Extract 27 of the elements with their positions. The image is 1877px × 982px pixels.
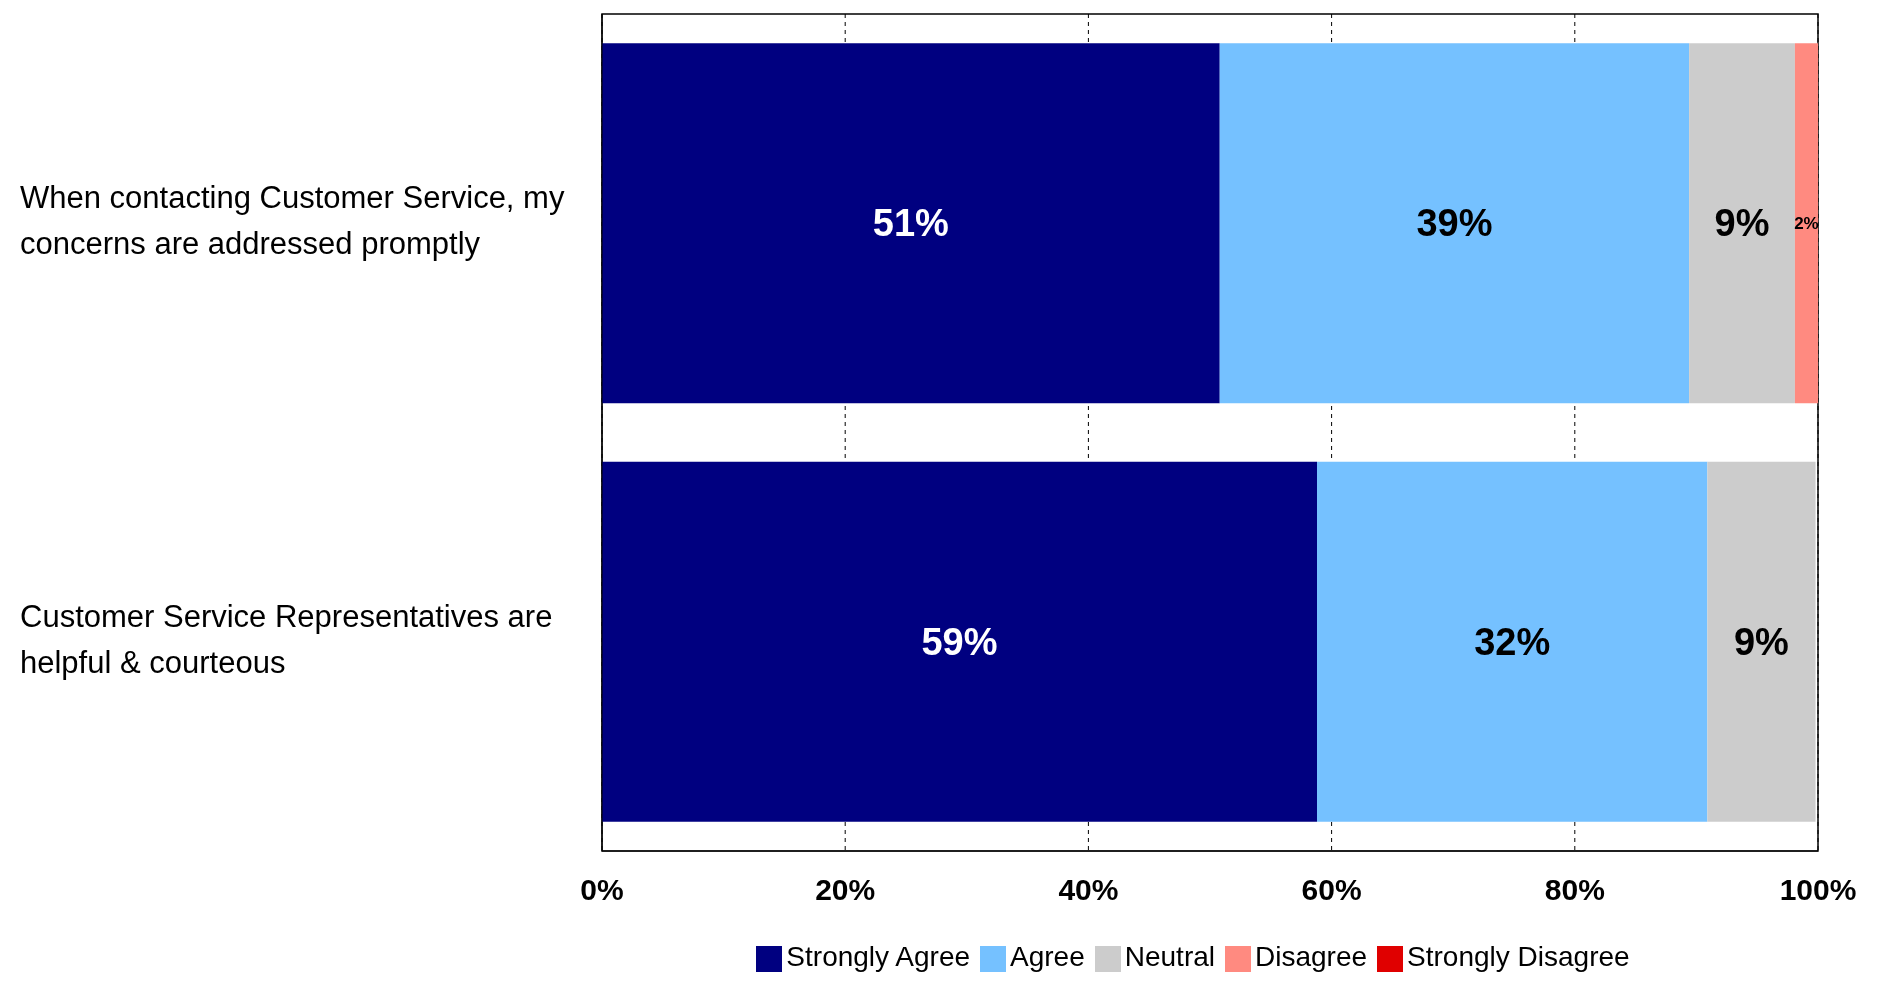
data-label: 39%: [1416, 202, 1493, 245]
x-tick-label: 40%: [1058, 873, 1119, 907]
legend-label: Strongly Agree: [786, 941, 971, 972]
data-label: 59%: [921, 620, 998, 663]
data-label: 32%: [1474, 620, 1551, 663]
x-tick-label: 80%: [1544, 873, 1605, 907]
y-tick-label: When contacting Customer Service, my concerns are addressed promptly: [20, 180, 565, 262]
x-tick-label: 100%: [1779, 873, 1857, 907]
data-label: 9%: [1714, 202, 1770, 245]
y-tick-label: Customer Service Representatives are helpful & courteous: [20, 598, 553, 680]
data-label: 51%: [872, 202, 949, 245]
bar: [1689, 43, 1795, 404]
bar: [1219, 43, 1690, 404]
bar: [602, 43, 1220, 404]
data-label: 9%: [1734, 620, 1789, 663]
data-label: 2%: [1794, 213, 1819, 233]
bar: [1707, 461, 1816, 822]
legend-label: Disagree: [1255, 941, 1368, 972]
bar: [1317, 461, 1708, 822]
x-tick-label: 0%: [580, 873, 624, 907]
x-tick-label: 60%: [1301, 873, 1362, 907]
bar: [1794, 43, 1818, 404]
x-tick-label: 20%: [815, 873, 876, 907]
bar: [602, 461, 1318, 822]
legend-label: Neutral: [1124, 941, 1216, 972]
legend-label: Strongly Disagree: [1407, 941, 1630, 972]
legend-label: Agree: [1010, 941, 1085, 972]
